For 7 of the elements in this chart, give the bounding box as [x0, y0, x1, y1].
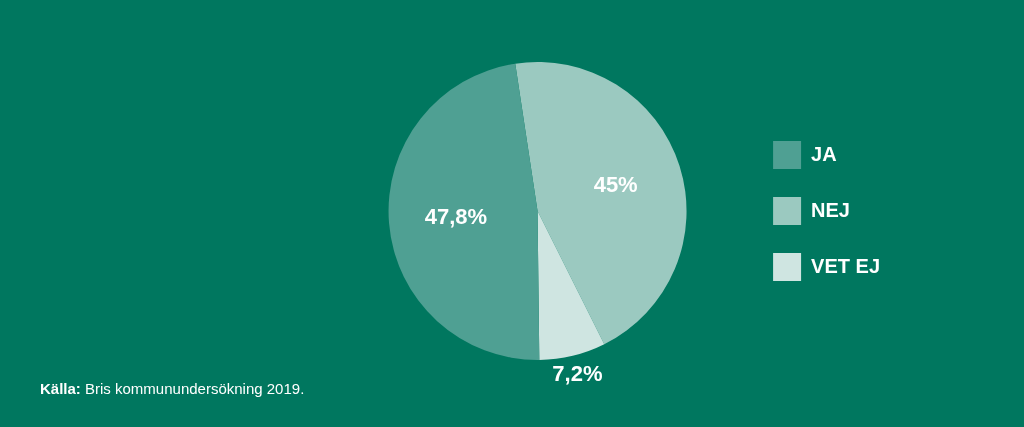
legend-label: NEJ [811, 198, 850, 221]
legend-label: JA [811, 142, 837, 165]
data-label: 45% [593, 172, 638, 198]
legend-label: VET EJ [811, 254, 881, 277]
data-label: 47,8% [424, 203, 488, 229]
data-label: 7,2% [552, 361, 603, 387]
text: Källa: Bris kommunundersökning 2019. [40, 380, 305, 397]
